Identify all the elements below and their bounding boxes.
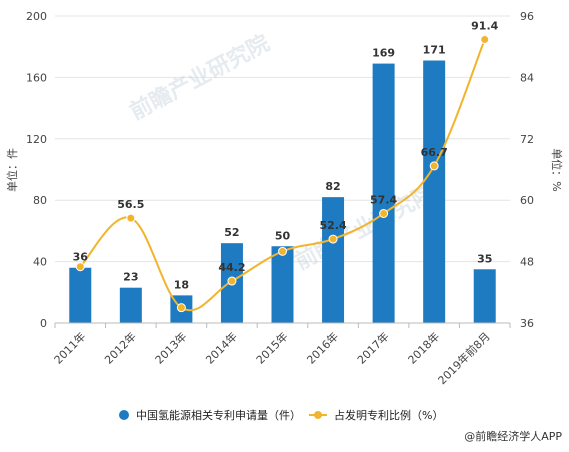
y-axis-title: 单位：件 (5, 148, 19, 192)
ratio-point (75, 262, 85, 272)
legend-line-label: 占发明专利比例（%） (334, 408, 443, 422)
ratio-point (379, 209, 389, 219)
ratio-point (227, 276, 237, 286)
ratio-point (278, 246, 287, 256)
x-tick-label: 2018年 (405, 329, 442, 366)
watermark-text-2: 前瞻产业研究院 (291, 180, 439, 275)
y-tick-label: 200 (26, 10, 47, 23)
bars (69, 60, 496, 324)
y2-axis-title: 单位：% (550, 148, 564, 191)
x-tick-label: 2017年 (354, 329, 391, 366)
ratio-value-label: 56.5 (117, 198, 144, 211)
bar-value-label: 18 (174, 278, 189, 291)
bar (322, 197, 345, 323)
ratio-point (429, 161, 439, 171)
legend-line-marker (314, 411, 322, 419)
x-tick-label: 2013年 (152, 329, 189, 366)
x-tick-label: 2014年 (203, 329, 240, 366)
y-tick-label: 80 (33, 194, 47, 207)
bar-value-label: 23 (123, 271, 138, 284)
y2-tick-label: 72 (520, 133, 534, 146)
bar (423, 60, 446, 323)
y2-tick-label: 60 (520, 194, 534, 207)
bar (119, 287, 142, 323)
data-labels: 36 23 18 52 50 82 169 171 35 56.5 44.2 52.4 57.4 66.7… (73, 20, 499, 292)
ratio-line (75, 35, 490, 313)
y-tick-label: 120 (26, 133, 47, 146)
y-tick-label: 160 (26, 71, 47, 84)
ratio-point (480, 35, 490, 45)
y2-tick-label: 36 (520, 317, 534, 330)
ratio-value-label: 66.7 (421, 146, 448, 159)
x-tick-label: 2016年 (304, 329, 341, 366)
y2-tick-label: 48 (520, 256, 534, 269)
legend-bar-marker (119, 410, 129, 420)
ratio-value-label: 44.2 (218, 261, 245, 274)
ratio-point (126, 213, 136, 223)
ratio-point (176, 303, 186, 313)
bar-value-label: 52 (224, 226, 239, 239)
bar-value-label: 36 (73, 251, 89, 264)
ratio-value-label: 57.4 (370, 194, 397, 207)
bar-value-label: 35 (477, 252, 492, 265)
y2-tick-label: 96 (520, 10, 534, 23)
x-tick-label: 2019年前8月 (435, 329, 493, 387)
y2-tick-label: 84 (520, 71, 534, 84)
bar (372, 63, 395, 324)
bar-value-label: 82 (325, 180, 340, 193)
bar (473, 269, 496, 323)
axes: 0 40 80 120 160 200 36 48 60 72 84 96 2011年 2012年 2013… (26, 10, 534, 387)
ratio-point (328, 234, 338, 244)
y-tick-label: 0 (40, 317, 47, 330)
bar-value-label: 171 (423, 44, 446, 57)
bar-value-label: 50 (275, 229, 291, 242)
legend: 中国氢能源相关专利申请量（件） 占发明专利比例（%） (119, 408, 443, 422)
y-tick-label: 40 (33, 256, 47, 269)
x-tick-label: 2015年 (253, 329, 290, 366)
x-tick-label: 2011年 (51, 329, 88, 366)
bar (271, 246, 294, 323)
source-note: @前瞻经济学人APP (464, 429, 562, 443)
x-tick-label: 2012年 (101, 329, 138, 366)
ratio-value-label: 52.4 (319, 219, 346, 232)
bar-value-label: 169 (372, 47, 395, 60)
legend-bar-label: 中国氢能源相关专利申请量（件） (136, 408, 301, 422)
ratio-value-label: 91.4 (471, 20, 498, 33)
bar (69, 267, 92, 323)
